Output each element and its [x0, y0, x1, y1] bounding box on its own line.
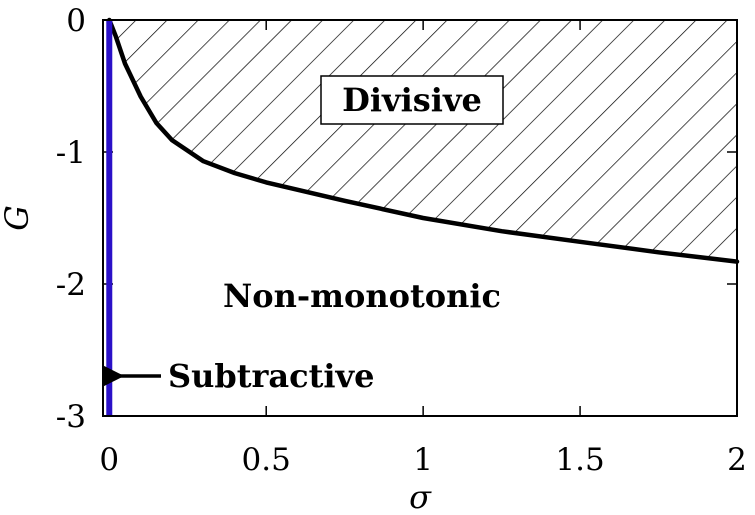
y-tick-label: -3: [56, 399, 86, 435]
non-monotonic-label: Non-monotonic: [223, 277, 501, 315]
tick-labels: 0 0.5 1 1.5 2 0 -1 -2 -3: [56, 3, 747, 478]
y-tick-label: -2: [56, 267, 86, 303]
plot-frame: [102, 19, 738, 417]
subtractive-label: Subtractive: [168, 357, 375, 395]
x-axis-label: σ: [409, 478, 432, 515]
x-tick-label: 1.5: [555, 442, 604, 478]
y-axis-label: G: [0, 205, 36, 231]
x-tick-label: 0: [99, 442, 119, 478]
y-tick-label: -1: [56, 135, 86, 171]
divisive-label: Divisive: [342, 81, 482, 119]
x-tick-label: 0.5: [242, 442, 291, 478]
x-tick-label: 1: [413, 442, 433, 478]
x-tick-label: 2: [727, 442, 747, 478]
y-tick-label: 0: [66, 3, 86, 39]
divisive-label-box: Divisive: [320, 75, 504, 125]
boundary-curve: [107, 17, 740, 264]
divisive-region-hatch: [109, 20, 737, 262]
